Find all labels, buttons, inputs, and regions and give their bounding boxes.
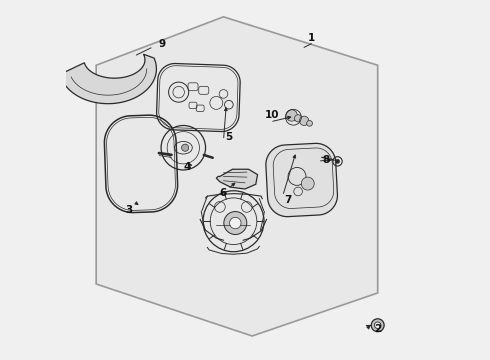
Circle shape [371, 319, 384, 332]
Text: 2: 2 [374, 324, 381, 334]
Text: 10: 10 [265, 111, 279, 121]
Circle shape [374, 322, 381, 328]
Circle shape [335, 159, 340, 163]
Text: 7: 7 [284, 195, 292, 205]
Text: 1: 1 [308, 33, 315, 43]
Text: 4: 4 [184, 162, 191, 172]
Circle shape [224, 212, 247, 234]
Text: 8: 8 [322, 155, 329, 165]
Circle shape [299, 116, 309, 126]
Text: 9: 9 [159, 39, 166, 49]
Polygon shape [216, 169, 258, 189]
Circle shape [294, 115, 302, 122]
Circle shape [181, 144, 189, 151]
Text: 5: 5 [225, 132, 232, 142]
Circle shape [307, 121, 313, 126]
Polygon shape [60, 54, 156, 104]
Circle shape [230, 217, 241, 229]
Text: 6: 6 [220, 188, 227, 198]
Text: 3: 3 [125, 206, 132, 216]
Polygon shape [266, 143, 338, 217]
Polygon shape [96, 17, 378, 336]
Circle shape [301, 177, 314, 190]
Circle shape [286, 110, 297, 121]
